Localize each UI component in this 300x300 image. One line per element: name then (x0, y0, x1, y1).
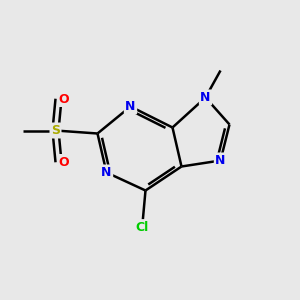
Text: N: N (215, 154, 226, 167)
Text: N: N (200, 91, 211, 104)
Text: N: N (101, 166, 112, 179)
Text: Cl: Cl (136, 220, 149, 234)
Text: N: N (125, 100, 136, 113)
Text: S: S (51, 124, 60, 137)
Text: O: O (58, 155, 69, 169)
Text: O: O (58, 92, 69, 106)
